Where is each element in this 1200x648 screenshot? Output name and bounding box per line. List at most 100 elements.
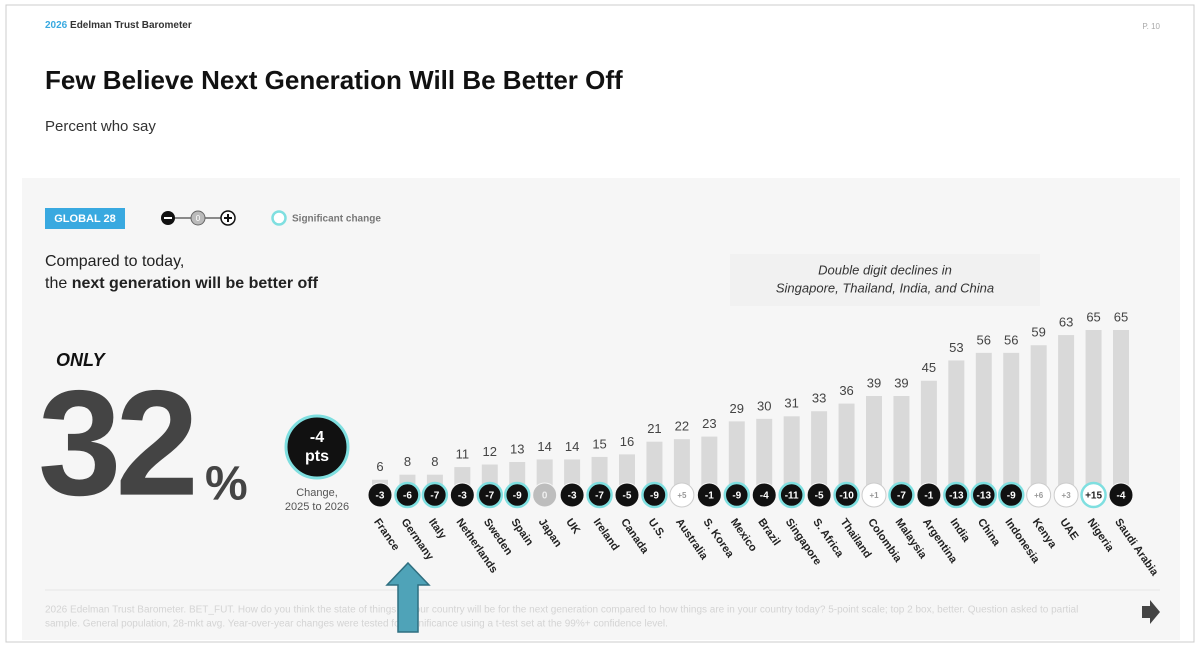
change-label: -9 <box>1007 491 1016 502</box>
value-label: 16 <box>620 434 634 449</box>
value-label: 45 <box>922 360 936 375</box>
headline-value: 32 <box>38 359 193 527</box>
change-marker <box>614 482 640 508</box>
value-label: 30 <box>757 398 771 413</box>
only-label: ONLY <box>56 350 107 370</box>
bar <box>673 439 690 495</box>
change-label: -9 <box>650 491 659 502</box>
header-brand: 2026 Edelman Trust Barometer <box>45 20 192 31</box>
value-label: 56 <box>977 332 991 347</box>
change-label: -1 <box>924 491 933 502</box>
change-marker <box>394 481 421 509</box>
badge-text: GLOBAL 28 <box>54 213 116 225</box>
annotation: Singapore, Thailand, India, and China <box>776 280 994 295</box>
bar <box>728 421 745 495</box>
headline-unit: % <box>205 458 248 511</box>
title: Few Believe Next Generation Will Be Bett… <box>45 65 623 95</box>
footnote: sample. General population, 28-mkt avg. … <box>45 619 668 630</box>
change-label: +15 <box>1085 491 1102 502</box>
change-marker <box>669 482 695 508</box>
value-label: 22 <box>675 419 689 434</box>
change-marker <box>559 482 585 508</box>
change-marker <box>833 481 860 509</box>
change-label: -5 <box>623 491 632 502</box>
change-label: -9 <box>732 491 741 502</box>
bar <box>948 360 965 495</box>
bar <box>646 441 663 495</box>
bar <box>756 418 773 495</box>
value-label: 65 <box>1114 309 1128 324</box>
change-marker <box>778 481 805 509</box>
change-label: -3 <box>458 491 467 502</box>
change-label: +1 <box>869 491 879 500</box>
value-label: 65 <box>1086 309 1100 324</box>
change-marker <box>1026 482 1052 508</box>
change-badge <box>284 414 350 480</box>
value-label: 53 <box>949 340 963 355</box>
value-label: 13 <box>510 441 524 456</box>
badge <box>45 208 125 229</box>
change-marker <box>1108 482 1134 508</box>
change-marker <box>997 481 1025 509</box>
annotation-box <box>730 254 1040 306</box>
change-marker <box>532 482 558 508</box>
change-label: -5 <box>815 491 824 502</box>
change-label: +5 <box>677 491 687 500</box>
value-label: 8 <box>431 454 438 469</box>
value-label: 15 <box>592 436 606 451</box>
change-marker <box>476 481 504 509</box>
subtitle: Percent who say <box>45 118 156 135</box>
change-marker <box>1080 481 1107 509</box>
change-marker <box>503 481 531 509</box>
change-marker <box>970 481 998 509</box>
change-label: -9 <box>513 491 522 502</box>
value-label: 33 <box>812 391 826 406</box>
bar <box>920 380 937 495</box>
change-marker <box>723 481 751 509</box>
value-label: 14 <box>565 439 579 454</box>
change-label: 0 <box>542 491 548 502</box>
change-label: +3 <box>1062 491 1072 500</box>
bar <box>975 352 992 495</box>
value-label: 31 <box>784 396 798 411</box>
significant-label: Significant change <box>292 214 381 225</box>
change-unit: pts <box>305 448 329 465</box>
svg-text:0: 0 <box>196 214 201 223</box>
change-label: -3 <box>376 491 385 502</box>
change-marker <box>806 482 832 508</box>
value-label: 6 <box>376 459 383 474</box>
value-label: 14 <box>537 439 551 454</box>
significant-icon <box>271 210 287 226</box>
change-label: -10 <box>839 491 854 502</box>
change-label: -13 <box>977 491 992 502</box>
change-marker <box>916 482 942 508</box>
change-label: -7 <box>485 491 494 502</box>
value-label: 29 <box>730 401 744 416</box>
bar <box>1003 352 1020 495</box>
bar <box>1085 330 1102 495</box>
change-marker <box>943 481 970 509</box>
change-label: -7 <box>430 491 439 502</box>
change-label: -11 <box>785 491 799 502</box>
change-marker <box>367 482 393 508</box>
bar <box>783 416 800 495</box>
change-label: -7 <box>595 491 604 502</box>
change-marker <box>1053 482 1079 508</box>
change-caption: 2025 to 2026 <box>285 501 349 513</box>
next-arrow[interactable] <box>1142 600 1160 624</box>
bar <box>893 396 910 495</box>
change-label: +6 <box>1034 491 1044 500</box>
value-label: 63 <box>1059 315 1073 330</box>
intro-line2: the next generation will be better off <box>45 275 319 292</box>
scale-icon: 0 <box>161 210 236 226</box>
annotation: Double digit declines in <box>818 262 952 277</box>
pointer-arrow <box>385 561 431 633</box>
value-label: 12 <box>483 444 497 459</box>
change-label: -1 <box>705 491 714 502</box>
footnote: 2026 Edelman Trust Barometer. BET_FUT. H… <box>45 605 1078 616</box>
change-caption: Change, <box>296 487 338 499</box>
value-label: 39 <box>894 375 908 390</box>
value-label: 21 <box>647 421 661 436</box>
change-marker <box>641 481 668 509</box>
